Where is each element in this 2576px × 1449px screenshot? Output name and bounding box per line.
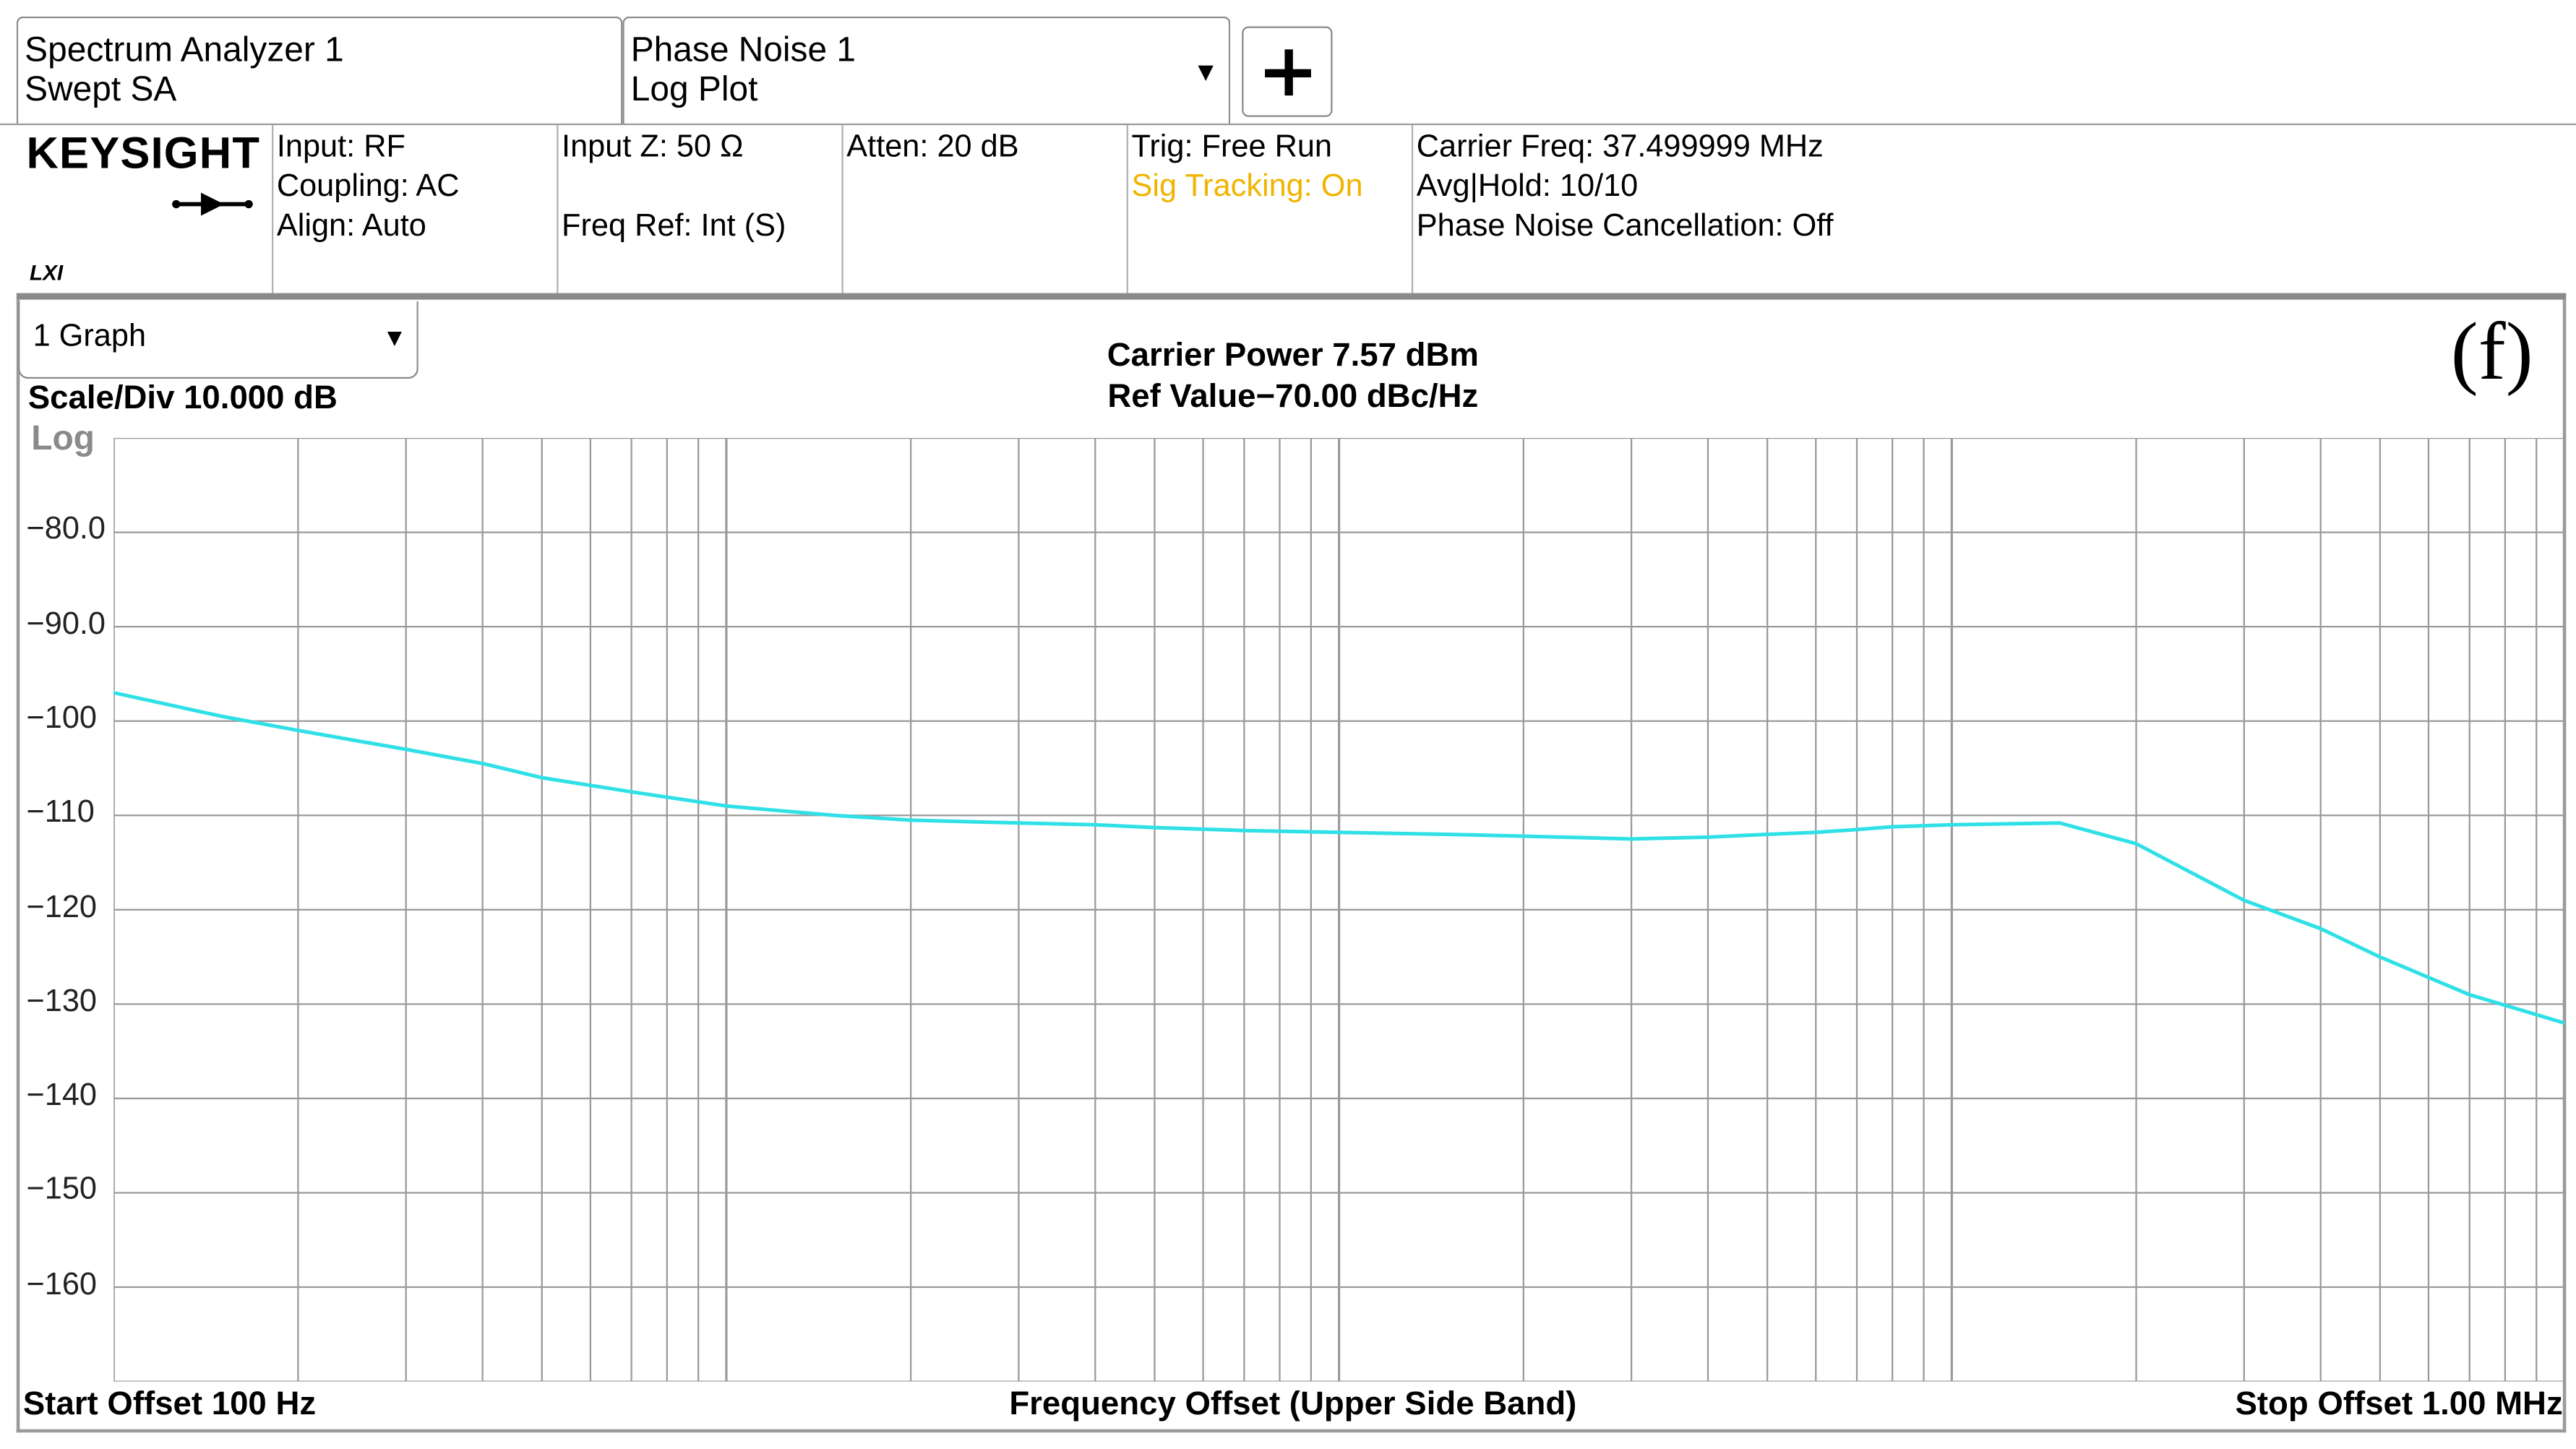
stop-offset-label: Stop Offset 1.00 MHz [2235,1386,2563,1423]
tab-title: Phase Noise 1 [630,31,856,69]
start-offset-label: Start Offset 100 Hz [22,1386,317,1423]
tab-phase-noise[interactable]: Phase Noise 1 Log Plot ▼ [622,16,1231,126]
attenuation-settings[interactable]: Atten: 20 dB [841,125,1126,293]
carrier-settings[interactable]: Carrier Freq: 37.499999 MHz Avg|Hold: 10… [1411,125,2564,293]
figure-label: (f) [2450,304,2533,397]
impedance-settings[interactable]: Input Z: 50 Ω Freq Ref: Int (S) [557,125,841,293]
trace-layer [113,691,2565,1025]
tab-spectrum-analyzer[interactable]: Spectrum Analyzer 1 Swept SA [16,16,623,126]
chevron-down-icon[interactable]: ▼ [1193,59,1219,87]
y-tick-label: −90.0 [26,606,106,642]
trig-label: Trig: Free Run [1131,129,1333,165]
logo-area: KEYSIGHT LXI [17,125,272,293]
settings-panel: KEYSIGHT LXI Input: RF Coupling: AC Alig… [0,125,2576,293]
tab-subtitle: Swept SA [25,70,177,109]
y-tick-label: −120 [26,890,97,925]
brand-logo: KEYSIGHT [26,128,261,179]
y-tick-label: −100 [26,701,97,736]
input-impedance-label: Input Z: 50 Ω [562,129,744,165]
lxi-logo: LXI [30,259,64,285]
graph-frame-top [16,293,2567,300]
input-settings[interactable]: Input: RF Coupling: AC Align: Auto [271,125,557,293]
graph-frame-left [16,299,20,1433]
sig-tracking-label: Sig Tracking: On [1131,169,1363,205]
x-axis-title: Frequency Offset (Upper Side Band) [1009,1386,1577,1423]
y-tick-label: −130 [26,984,97,1019]
chart-title: Carrier Power 7.57 dBm [1107,337,1479,374]
phase-noise-plot[interactable] [113,438,2565,1382]
grid [113,438,2565,1382]
scale-type-label: Log [31,419,95,458]
atten-label: Atten: 20 dB [846,129,1019,165]
freq-ref-label: Freq Ref: Int (S) [562,209,786,244]
avg-hold-label: Avg|Hold: 10/10 [1416,169,1639,205]
scale-div-label: Scale/Div 10.000 dB [27,380,338,417]
y-tick-label: −110 [26,795,95,830]
phase-noise-cancellation-label: Phase Noise Cancellation: Off [1416,209,1834,244]
rf-input-arrow-icon [172,192,253,216]
graph-layout-value: 1 Graph [33,319,147,354]
chevron-down-icon: ▼ [382,324,407,353]
y-tick-label: −160 [26,1267,97,1302]
y-tick-label: −150 [26,1173,97,1208]
y-tick-label: −140 [26,1078,97,1114]
plus-icon-stem [1284,49,1293,96]
phase-noise-trace-line [113,691,2565,1025]
y-tick-label: −80.0 [26,512,106,548]
add-screen-button[interactable] [1242,26,1333,117]
graph-frame-bottom [16,1429,2567,1433]
tab-title: Spectrum Analyzer 1 [25,31,344,69]
input-label: Input: RF [276,129,405,165]
tab-subtitle: Log Plot [630,70,758,109]
carrier-freq-label: Carrier Freq: 37.499999 MHz [1416,129,1824,165]
coupling-label: Coupling: AC [276,169,460,205]
graph-layout-select[interactable]: 1 Graph ▼ [18,301,418,379]
trigger-settings[interactable]: Trig: Free Run Sig Tracking: On [1126,125,1412,293]
spacer [562,168,841,207]
chart-subtitle: Ref Value−70.00 dBc/Hz [1107,379,1479,416]
align-label: Align: Auto [276,209,426,244]
tab-divider [0,123,2576,126]
